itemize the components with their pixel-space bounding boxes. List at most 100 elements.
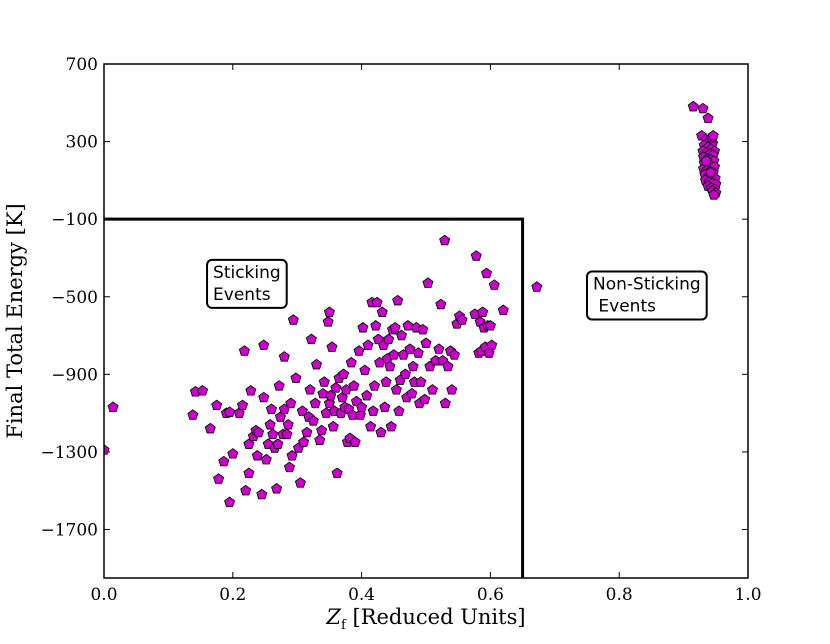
data-point (296, 405, 308, 416)
data-point (481, 267, 493, 279)
x-tick-label: 0.0 (90, 585, 117, 605)
data-point (356, 401, 368, 413)
data-point (359, 364, 371, 376)
data-point (448, 349, 460, 360)
data-point (326, 341, 338, 352)
x-tick-label: 0.8 (606, 585, 633, 605)
data-point (304, 384, 316, 395)
data-point (233, 407, 245, 418)
sticking-threshold-line (104, 217, 525, 578)
x-tick-label: 0.6 (477, 585, 504, 605)
data-point (456, 314, 468, 325)
data-point (404, 343, 416, 354)
data-point (354, 409, 366, 420)
data-point (298, 436, 310, 447)
data-point (402, 320, 414, 331)
data-point (327, 420, 339, 432)
data-point (531, 281, 543, 292)
data-point (240, 484, 252, 496)
annotation-text: Events (593, 297, 656, 317)
data-point (330, 382, 342, 393)
annotation-box: Non-Sticking Events (586, 270, 708, 321)
data-point (260, 453, 272, 465)
data-point (361, 389, 373, 401)
data-point (272, 438, 284, 449)
data-point (301, 426, 313, 438)
data-point (392, 294, 404, 306)
data-point (258, 339, 270, 350)
data-point (687, 100, 699, 112)
data-point (243, 438, 255, 449)
data-point (406, 387, 418, 399)
data-point (399, 368, 411, 380)
data-point (375, 426, 387, 438)
data-point (307, 415, 319, 426)
data-point (439, 234, 451, 246)
data-point (393, 405, 405, 416)
data-point (290, 372, 302, 383)
y-tick-label: −100 (51, 210, 98, 230)
data-points (104, 100, 722, 508)
data-point (446, 384, 458, 395)
data-point (287, 314, 299, 325)
data-point (264, 418, 276, 430)
data-point (708, 189, 720, 200)
data-point (365, 420, 377, 432)
data-point (702, 112, 714, 123)
y-tick-label: −900 (51, 365, 98, 385)
data-point (477, 306, 489, 317)
data-point (353, 345, 365, 356)
data-point (224, 496, 236, 508)
x-axis-label: Zf [Reduced Units] (325, 605, 525, 633)
y-tick-label: −1700 (40, 521, 98, 541)
annotation-frame (586, 270, 708, 321)
data-point (271, 482, 283, 494)
data-point (331, 467, 343, 478)
data-point (390, 384, 402, 395)
data-point (486, 339, 498, 350)
data-point (388, 349, 400, 360)
data-point (236, 399, 248, 411)
data-point (396, 329, 408, 341)
y-axis-label: Final Total Energy [K] (3, 203, 27, 438)
x-axis: 0.0 0.2 0.4 0.6 0.8 1.0 (90, 64, 762, 605)
data-point (314, 434, 326, 445)
data-point (278, 351, 290, 362)
x-tick-label: 0.4 (348, 585, 375, 605)
data-point (294, 477, 306, 488)
data-point (322, 316, 334, 327)
data-point (376, 306, 388, 317)
data-point (104, 444, 110, 455)
x-tick-label: 0.2 (219, 585, 246, 605)
data-point (415, 376, 427, 387)
data-point (417, 323, 429, 335)
data-point (318, 376, 330, 387)
data-point (311, 358, 323, 370)
data-point (357, 321, 369, 333)
data-point (336, 391, 348, 403)
data-point (348, 380, 360, 391)
data-point (371, 296, 383, 308)
data-point (243, 467, 255, 478)
annotation-text: Sticking (213, 263, 281, 283)
data-point (107, 401, 119, 413)
y-tick-label: 300 (66, 133, 98, 153)
data-point (349, 436, 361, 447)
data-point (426, 384, 438, 395)
data-point (407, 360, 419, 372)
annotation-frame (206, 258, 288, 309)
data-point (367, 405, 379, 416)
y-tick-label: −1300 (40, 443, 98, 463)
data-point (697, 102, 709, 114)
data-point (370, 320, 382, 331)
data-point (383, 333, 395, 345)
data-point (245, 385, 257, 396)
data-point (218, 455, 230, 467)
data-point (211, 399, 223, 411)
data-point (345, 356, 357, 368)
data-point (286, 450, 298, 461)
data-point (419, 393, 431, 405)
data-point (273, 380, 285, 391)
data-point (483, 347, 495, 358)
